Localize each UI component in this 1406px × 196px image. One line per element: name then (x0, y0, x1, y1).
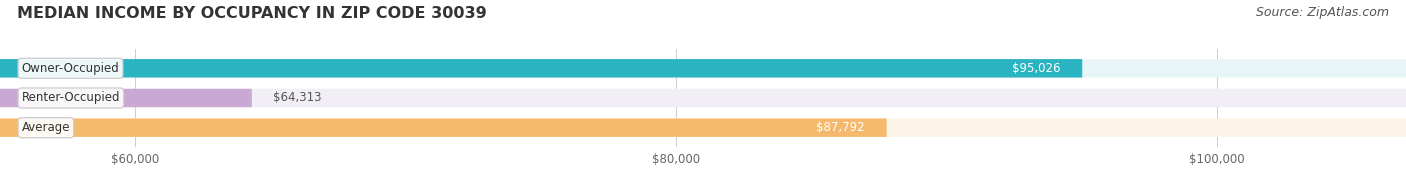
Text: Source: ZipAtlas.com: Source: ZipAtlas.com (1256, 6, 1389, 19)
Text: MEDIAN INCOME BY OCCUPANCY IN ZIP CODE 30039: MEDIAN INCOME BY OCCUPANCY IN ZIP CODE 3… (17, 6, 486, 21)
Text: Owner-Occupied: Owner-Occupied (21, 62, 120, 75)
FancyBboxPatch shape (0, 89, 1406, 107)
FancyBboxPatch shape (0, 119, 887, 137)
Text: $95,026: $95,026 (1012, 62, 1060, 75)
Text: $64,313: $64,313 (273, 92, 322, 104)
FancyBboxPatch shape (0, 59, 1083, 77)
Text: Renter-Occupied: Renter-Occupied (21, 92, 120, 104)
FancyBboxPatch shape (0, 59, 1406, 77)
FancyBboxPatch shape (0, 89, 252, 107)
Text: $87,792: $87,792 (817, 121, 865, 134)
Text: Average: Average (21, 121, 70, 134)
FancyBboxPatch shape (0, 119, 1406, 137)
